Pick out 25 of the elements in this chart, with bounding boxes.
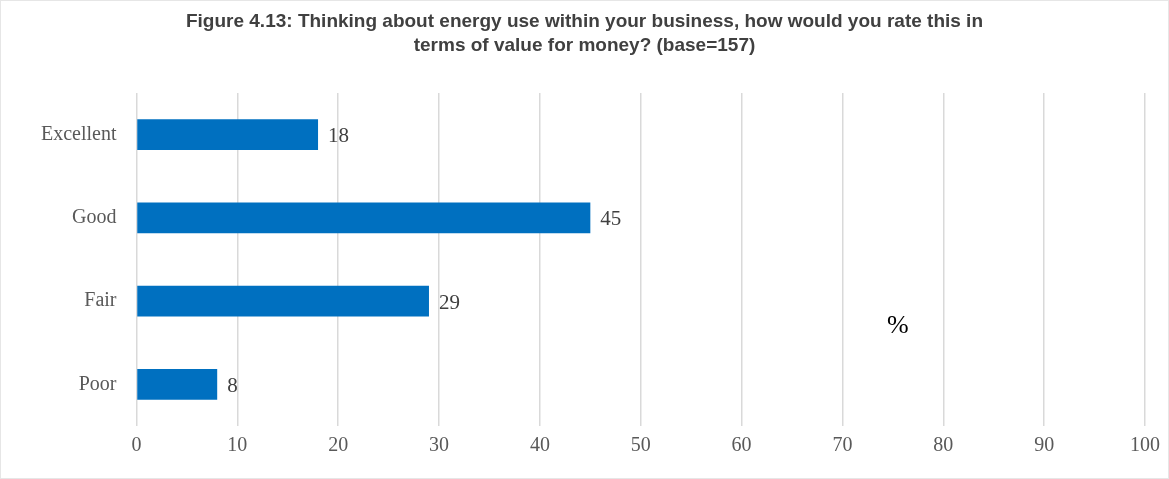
x-tick-label: 30 — [429, 433, 450, 456]
x-tick-label: 60 — [731, 433, 752, 456]
x-tick-label: 90 — [1034, 433, 1055, 456]
x-tick-label: 70 — [832, 433, 853, 456]
data-label: 8 — [227, 372, 238, 397]
chart-title: Figure 4.13: Thinking about energy use within your business, how would you rate this in terms of value for money? (base=157) — [184, 9, 984, 57]
data-label: 29 — [438, 289, 460, 314]
y-tick-label: Good — [72, 205, 117, 228]
y-tick-label: Excellent — [40, 121, 117, 144]
annotation: % — [887, 309, 909, 339]
x-tick-label: 10 — [227, 433, 248, 456]
bar — [137, 285, 429, 317]
x-tick-label: 80 — [933, 433, 954, 456]
bar — [137, 119, 319, 151]
y-tick-label: Fair — [84, 288, 117, 311]
bar — [137, 202, 591, 234]
x-tick-label: 50 — [630, 433, 651, 456]
x-tick-label: 0 — [131, 433, 142, 456]
data-label: 18 — [328, 123, 350, 148]
x-tick-label: 20 — [328, 433, 349, 456]
data-label: 45 — [600, 206, 622, 231]
x-tick-label: 100 — [1130, 433, 1160, 456]
bar — [137, 368, 218, 400]
x-tick-label: 40 — [529, 433, 550, 456]
y-tick-label: Poor — [78, 371, 117, 394]
